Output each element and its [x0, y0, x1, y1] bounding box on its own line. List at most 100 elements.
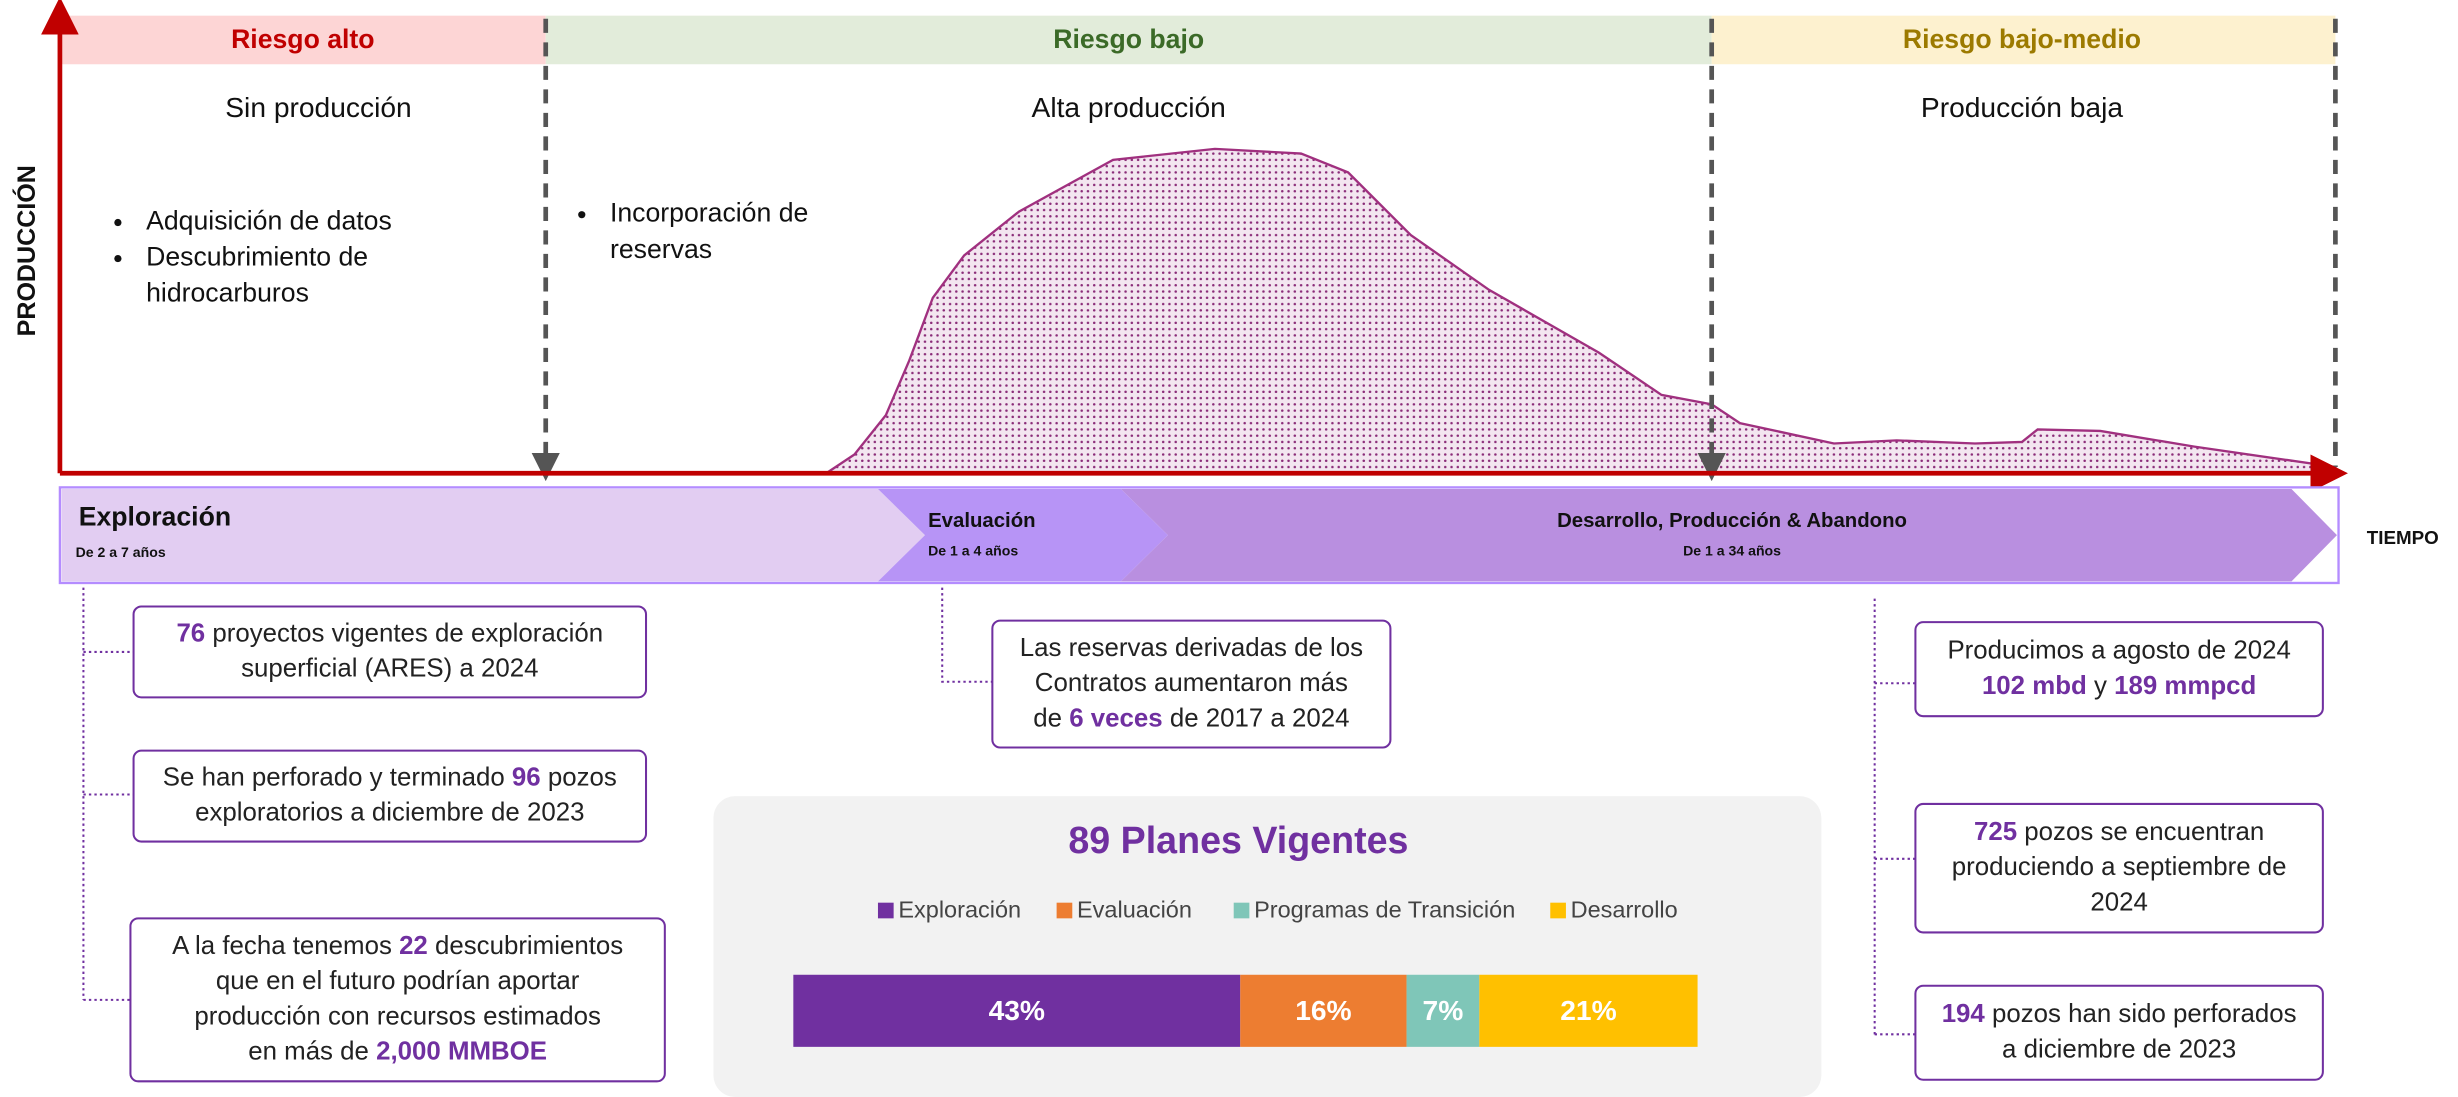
note-text: Adquisición de datos: [146, 206, 392, 236]
fact-text: exploratorios a diciembre de 2023: [195, 799, 584, 827]
note-text: reservas: [610, 234, 712, 264]
note-text: Descubrimiento de: [146, 242, 368, 272]
fact-line: 76 proyectos vigentes de exploración: [176, 619, 603, 647]
fact-line: Producimos a agosto de 2024: [1947, 636, 2290, 664]
fact-line: a diciembre de 2023: [2002, 1035, 2236, 1063]
fact-text: pozos: [541, 763, 617, 791]
phase: [877, 488, 1168, 582]
fact-line: 102 mbd y 189 mmpcd: [1982, 672, 2256, 700]
fact-box: [132, 605, 648, 699]
fact-text: produciendo a septiembre de: [1952, 853, 2287, 881]
fact-highlight: 189 mmpcd: [2114, 672, 2256, 700]
level-label: Producción baja: [1921, 91, 2123, 123]
legend-label: Programas de Transición: [1254, 896, 1515, 922]
fact-highlight: 194: [1942, 1000, 1986, 1028]
band: [545, 15, 1712, 65]
phase-name: Desarrollo, Producción & Abandono: [1557, 510, 1907, 532]
fact-box: [1914, 984, 2324, 1081]
fact-box: [991, 619, 1392, 749]
legend-label: Exploración: [898, 896, 1021, 922]
x-axis-label: TIEMPO: [2367, 527, 2439, 548]
plan-value-label: 21%: [1560, 994, 1616, 1026]
level-label: Sin producción: [225, 91, 411, 123]
fact-text: proyectos vigentes de exploración: [205, 619, 603, 647]
legend-swatch: [1056, 902, 1073, 919]
fact-text: 2024: [2090, 888, 2148, 916]
plan-value-label: 16%: [1295, 994, 1351, 1026]
level-label: Alta producción: [1032, 91, 1226, 123]
plan-segment: [1240, 974, 1407, 1047]
fact-text: pozos han sido perforados: [1985, 1000, 2297, 1028]
fact-text: Las reservas derivadas de los: [1020, 634, 1363, 662]
plan-segment: [1406, 974, 1480, 1047]
legend-swatch: [877, 902, 894, 919]
plan-segment: [793, 974, 1241, 1047]
connectors: [82, 587, 1916, 1036]
fact-line: exploratorios a diciembre de 2023: [195, 799, 584, 827]
fact-box: [1914, 802, 2324, 934]
risk-label: Riesgo alto: [231, 24, 374, 54]
fact-text: descubrimientos: [428, 932, 623, 960]
phase-duration: De 2 a 7 años: [76, 544, 166, 560]
fact-highlight: 76: [176, 619, 205, 647]
fact-line: producción con recursos estimados: [194, 1002, 601, 1030]
fact-text: producción con recursos estimados: [194, 1002, 601, 1030]
note-text: hidrocarburos: [146, 278, 309, 308]
legend-label: Evaluación: [1077, 896, 1192, 922]
fact-text: que en el futuro podrían aportar: [216, 967, 580, 995]
fact-highlight: 102 mbd: [1982, 672, 2087, 700]
production-curve: [822, 147, 2337, 475]
fact-line: 725 pozos se encuentran: [1974, 818, 2264, 846]
phase-name: Exploración: [79, 502, 231, 532]
plans-title: 89 Planes Vigentes: [1068, 819, 1408, 861]
band: [1711, 15, 2336, 65]
fact-text: Contratos aumentaron más: [1035, 669, 1348, 697]
fact-line: de 6 veces de 2017 a 2024: [1033, 704, 1349, 732]
phase: [1120, 488, 2337, 582]
fact-text: a diciembre de 2023: [2002, 1035, 2236, 1063]
fact-text: superficial (ARES) a 2024: [241, 654, 538, 682]
fact-highlight: 22: [399, 932, 428, 960]
fact-text: en más de: [248, 1038, 376, 1066]
risk-label: Riesgo bajo: [1053, 24, 1204, 54]
fact-highlight: 725: [1974, 818, 2017, 846]
plan-value-label: 7%: [1423, 994, 1464, 1026]
fact-highlight: 6 veces: [1069, 704, 1162, 732]
fact-text: A la fecha tenemos: [172, 932, 399, 960]
fact-line: A la fecha tenemos 22 descubrimientos: [172, 932, 623, 960]
legend-swatch: [1233, 902, 1250, 919]
fact-line: Las reservas derivadas de los: [1020, 634, 1363, 662]
fact-highlight: 96: [512, 763, 541, 791]
fact-text: de: [1033, 704, 1069, 732]
fact-text: y: [2087, 672, 2114, 700]
fact-text: de 2017 a 2024: [1163, 704, 1350, 732]
legend-swatch: [1550, 902, 1566, 919]
phase-duration: De 1 a 34 años: [1683, 542, 1781, 558]
plan-value-label: 43%: [989, 994, 1045, 1026]
fact-line: produciendo a septiembre de: [1952, 853, 2287, 881]
fact-line: 194 pozos han sido perforados: [1942, 1000, 2297, 1028]
fact-highlight: 2,000 MMBOE: [376, 1038, 547, 1066]
fact-line: Se han perforado y terminado 96 pozos: [163, 763, 617, 791]
band: [59, 15, 546, 65]
phase-name: Evaluación: [928, 510, 1036, 532]
bullet: [114, 218, 122, 227]
fact-box: [129, 917, 666, 1083]
fact-text: pozos se encuentran: [2017, 818, 2264, 846]
bullet: [578, 211, 586, 219]
fact-text: Se han perforado y terminado: [163, 763, 512, 791]
fact-line: 2024: [2090, 888, 2148, 916]
note-text: Incorporación de: [610, 198, 808, 228]
fact-box: [1914, 621, 2324, 718]
fact-line: Contratos aumentaron más: [1035, 669, 1348, 697]
fact-line: superficial (ARES) a 2024: [241, 654, 538, 682]
fact-box: [132, 749, 648, 843]
y-axis-label: PRODUCCIÓN: [11, 165, 41, 336]
fact-text: Producimos a agosto de 2024: [1947, 636, 2290, 664]
fact-line: que en el futuro podrían aportar: [216, 967, 580, 995]
fact-line: en más de 2,000 MMBOE: [248, 1038, 547, 1066]
phase-duration: De 1 a 4 años: [928, 542, 1018, 558]
bullet: [114, 254, 122, 263]
risk-label: Riesgo bajo-medio: [1903, 24, 2141, 54]
